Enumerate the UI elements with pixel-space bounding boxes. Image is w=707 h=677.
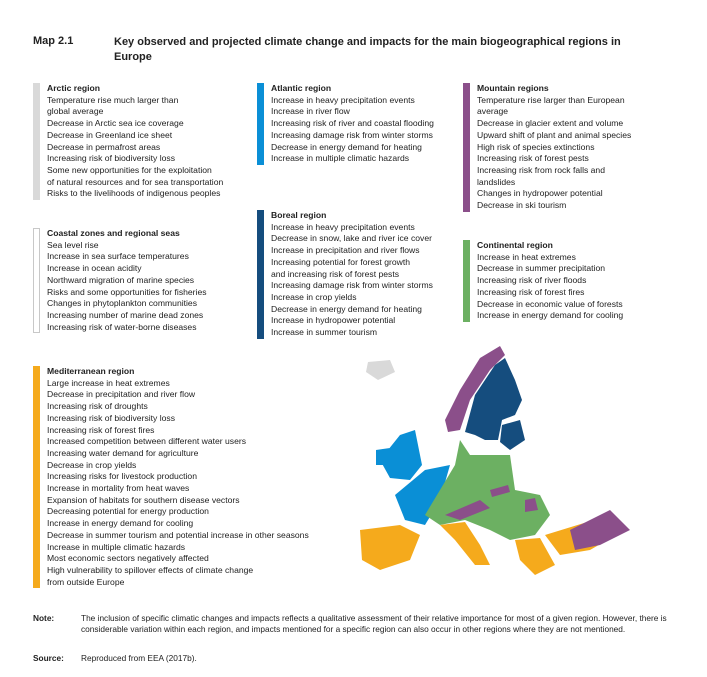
map-boreal: [465, 358, 525, 450]
region-item: Decrease in Arctic sea ice coverage: [47, 118, 184, 129]
region-color-bar: [463, 83, 470, 212]
region-title: Continental region: [477, 240, 553, 250]
region-color-bar: [257, 210, 264, 339]
region-mediterranean: Mediterranean region Large increase in he…: [33, 366, 309, 589]
region-item: Increasing damage risk from winter storm…: [271, 280, 433, 291]
region-item: Increasing risk from rock falls and land…: [477, 164, 605, 187]
region-item: Increase in multiple climatic hazards: [47, 541, 186, 552]
map-iceland: [366, 360, 395, 380]
region-item: Increasing risk of droughts: [47, 401, 148, 412]
region-item: Increase in multiple climatic hazards: [271, 153, 410, 164]
region-title: Mediterranean region: [47, 366, 135, 376]
region-color-bar: [463, 240, 470, 322]
region-item: Most economic sectors negatively affecte…: [47, 553, 209, 564]
map-atlantic-france: [395, 465, 450, 525]
region-item: Decrease in Greenland ice sheet: [47, 129, 173, 140]
region-item: Increase in river flow: [271, 106, 350, 117]
region-item: Increase in mortality from heat waves: [47, 483, 190, 494]
region-item: Increasing water demand for agriculture: [47, 447, 199, 458]
region-item: Increase in hydropower potential: [271, 315, 396, 326]
region-color-bar: [33, 366, 40, 589]
map-label: Map 2.1: [33, 35, 74, 47]
map-scandinavia-mountain: [445, 346, 505, 432]
region-item: Increasing risks for livestock productio…: [47, 471, 197, 482]
region-item: Decrease in energy demand for heating: [271, 303, 422, 314]
region-mountain: Mountain regions Temperature rise larger …: [463, 83, 631, 212]
map-atlantic-uk: [376, 430, 422, 480]
region-item: Increasing number of marine dead zones: [47, 309, 204, 320]
region-item: Decrease in glacier extent and volume: [477, 118, 624, 129]
region-color-bar: [33, 83, 40, 201]
source-text: Reproduced from EEA (2017b).: [81, 653, 197, 663]
region-title: Arctic region: [47, 83, 101, 93]
source-label: Source:: [33, 653, 64, 663]
region-item: Decrease in snow, lake and river ice cov…: [271, 233, 432, 244]
region-item: Increasing risk of river floods: [477, 275, 587, 286]
region-item: Increase in precipitation and river flow…: [271, 245, 420, 256]
region-item: Northward migration of marine species: [47, 274, 195, 285]
region-item: Decrease in summer tourism and potential…: [47, 529, 309, 540]
region-item: Increasing risk of biodiversity loss: [47, 412, 175, 423]
region-item: Increasing risk of forest fires: [477, 286, 585, 297]
region-continental: Continental region Increase in heat extre…: [463, 240, 623, 322]
page-title: Key observed and projected climate chang…: [114, 36, 621, 63]
region-item: Increasing damage risk from winter storm…: [271, 129, 433, 140]
region-item: Decrease in energy demand for heating: [271, 141, 422, 152]
region-item: Increase in summer tourism: [271, 327, 378, 338]
region-item: Increasing risk of forest pests: [477, 153, 589, 164]
region-item: Increasing risk of biodiversity loss: [47, 153, 175, 164]
source: Source: Reproduced from EEA (2017b).: [33, 653, 673, 665]
note: Note: The inclusion of specific climatic…: [33, 613, 673, 647]
region-item: Sea level rise: [47, 239, 99, 250]
region-item: Increase in heat extremes: [477, 251, 576, 262]
region-item: Increased competition between different …: [47, 436, 247, 447]
region-atlantic: Atlantic region Increase in heavy precipi…: [257, 83, 434, 165]
region-boreal: Boreal region Increase in heavy precipita…: [257, 210, 433, 339]
region-item: High risk of species extinctions: [477, 141, 595, 152]
region-arctic: Arctic region Temperature rise much large…: [33, 83, 224, 201]
region-item: Increase in heavy precipitation events: [271, 221, 415, 232]
region-item: Temperature rise larger than European av…: [477, 94, 625, 117]
region-item: Expansion of habitats for southern disea…: [47, 494, 240, 505]
region-item: Upward shift of plant and animal species: [477, 129, 632, 140]
region-item: High vulnerability to spillover effects …: [47, 564, 254, 587]
region-item: Increasing potential for forest growth a…: [271, 256, 411, 279]
region-item: Decrease in precipitation and river flow: [47, 389, 196, 400]
region-item: Increasing risk of water-borne diseases: [47, 321, 197, 332]
region-title: Coastal zones and regional seas: [47, 228, 180, 238]
region-item: Decrease in crop yields: [47, 459, 137, 470]
region-item: Risks to the livelihoods of indigenous p…: [47, 188, 221, 199]
europe-map: [360, 346, 630, 575]
region-color-bar: [33, 228, 40, 334]
region-item: Increase in ocean acidity: [47, 263, 142, 274]
region-item: Decrease in economic value of forests: [477, 298, 623, 309]
region-title: Mountain regions: [477, 83, 549, 93]
note-label: Note:: [33, 613, 55, 623]
region-item: Increasing risk of forest fires: [47, 424, 155, 435]
map-anatolia-mountain: [570, 510, 630, 550]
region-item: Some new opportunities for the exploitat…: [47, 164, 224, 187]
note-text: The inclusion of specific climatic chang…: [81, 613, 667, 634]
region-item: Risks and some opportunities for fisheri…: [47, 286, 207, 297]
region-item: Decrease in permafrost areas: [47, 141, 161, 152]
region-item: Changes in hydropower potential: [477, 188, 603, 199]
region-coastal: Coastal zones and regional seas Sea level…: [33, 228, 207, 334]
region-item: Large increase in heat extremes: [47, 377, 170, 388]
region-title: Boreal region: [271, 210, 327, 220]
region-item: Decreasing potential for energy producti…: [47, 506, 209, 517]
region-item: Increase in energy demand for cooling: [477, 310, 624, 321]
region-item: Decrease in ski tourism: [477, 200, 567, 211]
map-alps-carpathians: [445, 485, 538, 520]
region-item: Increase in sea surface temperatures: [47, 251, 189, 262]
region-item: Increasing risk of river and coastal flo…: [271, 118, 434, 129]
region-title: Atlantic region: [271, 83, 332, 93]
region-item: Increase in energy demand for cooling: [47, 518, 194, 529]
region-item: Increase in heavy precipitation events: [271, 94, 415, 105]
region-item: Increase in crop yields: [271, 291, 357, 302]
region-item: Temperature rise much larger than global…: [47, 94, 179, 117]
region-item: Decrease in summer precipitation: [477, 263, 606, 274]
region-item: Changes in phytoplankton communities: [47, 298, 198, 309]
region-color-bar: [257, 83, 264, 165]
